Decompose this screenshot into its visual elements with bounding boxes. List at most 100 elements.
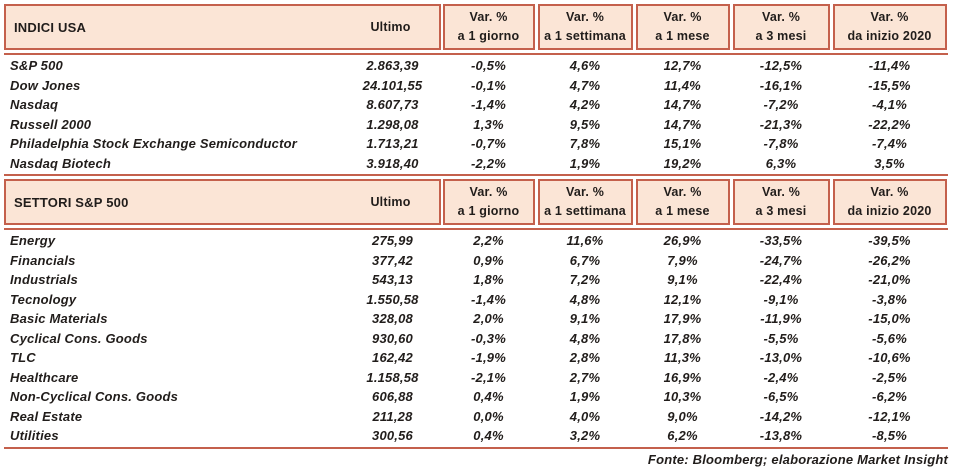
column-header-var-1m: Var. % a 1 mese xyxy=(635,4,730,50)
column-header-ultimo: Ultimo xyxy=(370,20,411,34)
var-1w-cell: 2,7% xyxy=(569,369,601,385)
var-ytd-cell: -21,0% xyxy=(868,272,911,288)
market-insight-table: INDICI USA Ultimo Var. % a 1 giorno Var.… xyxy=(4,4,948,467)
var-1w-cell: 4,7% xyxy=(569,77,601,93)
table-row: Nasdaq 8.607,73 -1,4% 4,2% 14,7% -7,2% -… xyxy=(4,95,948,115)
var-1d-cell: 0,4% xyxy=(473,389,504,405)
var-1w-cell: 4,8% xyxy=(569,330,601,346)
var-3m-cell: -21,3% xyxy=(759,116,803,132)
var-ytd-cell: -22,2% xyxy=(868,116,911,132)
column-header-ultimo: Ultimo xyxy=(370,195,411,209)
var-ytd-cell: -4,1% xyxy=(872,97,907,113)
var-1m-cell: 19,2% xyxy=(663,155,702,171)
var-3m-cell: -22,4% xyxy=(759,272,803,288)
var-3m-cell: -7,8% xyxy=(763,136,799,152)
var-3m-cell: -11,9% xyxy=(760,311,802,327)
var-ytd-cell: -10,6% xyxy=(868,350,911,366)
table-body: S&P 500 2.863,39 -0,5% 4,6% 12,7% -12,5%… xyxy=(4,53,948,176)
table-title: SETTORI S&P 500 xyxy=(14,194,129,210)
var-1m-cell: 9,0% xyxy=(667,408,698,424)
table-row: Energy 275,99 2,2% 11,6% 26,9% -33,5% -3… xyxy=(4,231,948,251)
var-1m-cell: 9,1% xyxy=(667,272,698,288)
settori-sp500-table: SETTORI S&P 500 Ultimo Var. % a 1 giorno… xyxy=(4,179,948,449)
var-3m-cell: -14,2% xyxy=(759,408,803,424)
row-label: Utilities xyxy=(10,428,59,444)
column-header-var-1m: Var. % a 1 mese xyxy=(635,179,730,225)
ultimo-value-cell: 162,42 xyxy=(372,350,413,366)
var-3m-cell: -7,2% xyxy=(763,97,799,113)
var-1m-cell: 15,1% xyxy=(663,136,702,152)
table-row: S&P 500 2.863,39 -0,5% 4,6% 12,7% -12,5%… xyxy=(4,56,948,76)
var-1d-cell: -0,5% xyxy=(471,58,506,74)
row-label: TLC xyxy=(10,350,36,366)
table-row: Basic Materials 328,08 2,0% 9,1% 17,9% -… xyxy=(4,309,948,329)
column-header-var-1w: Var. % a 1 settimana xyxy=(537,179,633,225)
var-1w-cell: 4,0% xyxy=(569,408,601,424)
var-1d-cell: -2,2% xyxy=(471,155,506,171)
row-label: Dow Jones xyxy=(10,77,81,93)
var-3m-cell: -5,5% xyxy=(763,330,799,346)
var-3m-cell: -2,4% xyxy=(763,369,799,385)
row-label: Energy xyxy=(10,233,56,249)
var-ytd-cell: -12,1% xyxy=(868,408,911,424)
var-1d-cell: 2,0% xyxy=(473,311,504,327)
table-row: Healthcare 1.158,58 -2,1% 2,7% 16,9% -2,… xyxy=(4,368,948,388)
row-label: S&P 500 xyxy=(10,58,63,74)
var-1m-cell: 14,7% xyxy=(663,97,702,113)
var-1w-cell: 2,8% xyxy=(569,350,601,366)
var-3m-cell: -13,0% xyxy=(759,350,803,366)
ultimo-value-cell: 377,42 xyxy=(372,252,413,268)
row-label: Basic Materials xyxy=(10,311,108,327)
ultimo-value-cell: 8.607,73 xyxy=(366,97,419,113)
ultimo-value-cell: 275,99 xyxy=(372,233,413,249)
column-header-var-1d: Var. % a 1 giorno xyxy=(442,179,535,225)
table-header: SETTORI S&P 500 Ultimo Var. % a 1 giorno… xyxy=(4,179,948,225)
var-1d-cell: -0,3% xyxy=(471,330,506,346)
var-ytd-cell: -6,2% xyxy=(872,389,907,405)
var-1d-cell: 2,2% xyxy=(473,233,504,249)
table-row: Non-Cyclical Cons. Goods 606,88 0,4% 1,9… xyxy=(4,387,948,407)
var-1w-cell: 11,6% xyxy=(566,233,604,249)
row-label: Non-Cyclical Cons. Goods xyxy=(10,389,179,405)
var-ytd-cell: -3,8% xyxy=(872,291,907,307)
var-1d-cell: -0,1% xyxy=(471,77,506,93)
column-header-var-3m: Var. % a 3 mesi xyxy=(732,4,830,50)
var-1m-cell: 17,9% xyxy=(663,311,702,327)
row-label: Nasdaq xyxy=(10,97,59,113)
row-label: Real Estate xyxy=(10,408,83,424)
var-1w-cell: 3,2% xyxy=(569,428,601,444)
var-1m-cell: 17,8% xyxy=(663,330,702,346)
table-title-cell: INDICI USA Ultimo xyxy=(4,4,441,50)
var-3m-cell: -12,5% xyxy=(759,58,803,74)
var-1m-cell: 11,4% xyxy=(664,77,701,93)
var-1m-cell: 26,9% xyxy=(663,233,702,249)
var-1m-cell: 16,9% xyxy=(663,369,702,385)
table-title: INDICI USA xyxy=(14,19,87,35)
var-3m-cell: -24,7% xyxy=(759,252,803,268)
var-1m-cell: 14,7% xyxy=(663,116,702,132)
ultimo-value-cell: 24.101,55 xyxy=(362,77,423,93)
column-header-var-ytd: Var. % da inizio 2020 xyxy=(832,4,947,50)
var-1d-cell: -2,1% xyxy=(471,369,506,385)
var-3m-cell: -33,5% xyxy=(759,233,803,249)
row-label: Russell 2000 xyxy=(10,116,92,132)
var-1w-cell: 1,9% xyxy=(569,155,601,171)
row-label: Nasdaq Biotech xyxy=(10,155,112,171)
var-1w-cell: 6,7% xyxy=(569,252,601,268)
var-3m-cell: -6,5% xyxy=(763,389,799,405)
var-3m-cell: -16,1% xyxy=(759,77,803,93)
table-row: Philadelphia Stock Exchange Semiconducto… xyxy=(4,134,948,154)
var-1w-cell: 4,8% xyxy=(569,291,601,307)
ultimo-value-cell: 930,60 xyxy=(372,330,413,346)
column-header-var-1d: Var. % a 1 giorno xyxy=(442,4,535,50)
var-1d-cell: -1,4% xyxy=(471,291,506,307)
var-1d-cell: -1,4% xyxy=(471,97,506,113)
table-body: Energy 275,99 2,2% 11,6% 26,9% -33,5% -3… xyxy=(4,228,948,449)
row-label: Healthcare xyxy=(10,369,79,385)
row-label: Philadelphia Stock Exchange Semiconducto… xyxy=(10,136,298,152)
row-label: Financials xyxy=(10,252,76,268)
ultimo-value-cell: 3.918,40 xyxy=(366,155,419,171)
indici-usa-table: INDICI USA Ultimo Var. % a 1 giorno Var.… xyxy=(4,4,948,176)
var-1d-cell: 0,9% xyxy=(473,252,504,268)
table-row: Utilities 300,56 0,4% 3,2% 6,2% -13,8% -… xyxy=(4,426,948,446)
